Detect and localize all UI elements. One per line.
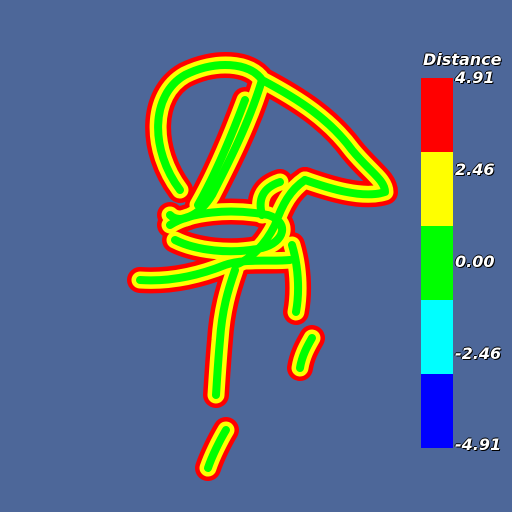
legend-title: Distance — [423, 50, 501, 69]
colorbar-tick-label: 0.00 — [455, 252, 494, 271]
colorbar-tick-label: 4.91 — [455, 68, 494, 87]
colorbar-band-cyan — [421, 300, 453, 374]
colorbar-band-green — [421, 226, 453, 300]
colorbar-tick-label: 2.46 — [455, 160, 494, 179]
colorbar-band-blue — [421, 374, 453, 448]
colorbar-band-red — [421, 78, 453, 152]
colorbar-tick-label: -4.91 — [455, 435, 501, 454]
colorbar-tick-label: -2.46 — [455, 344, 501, 363]
colorbar-band-yellow — [421, 152, 453, 226]
colorbar — [421, 78, 453, 448]
